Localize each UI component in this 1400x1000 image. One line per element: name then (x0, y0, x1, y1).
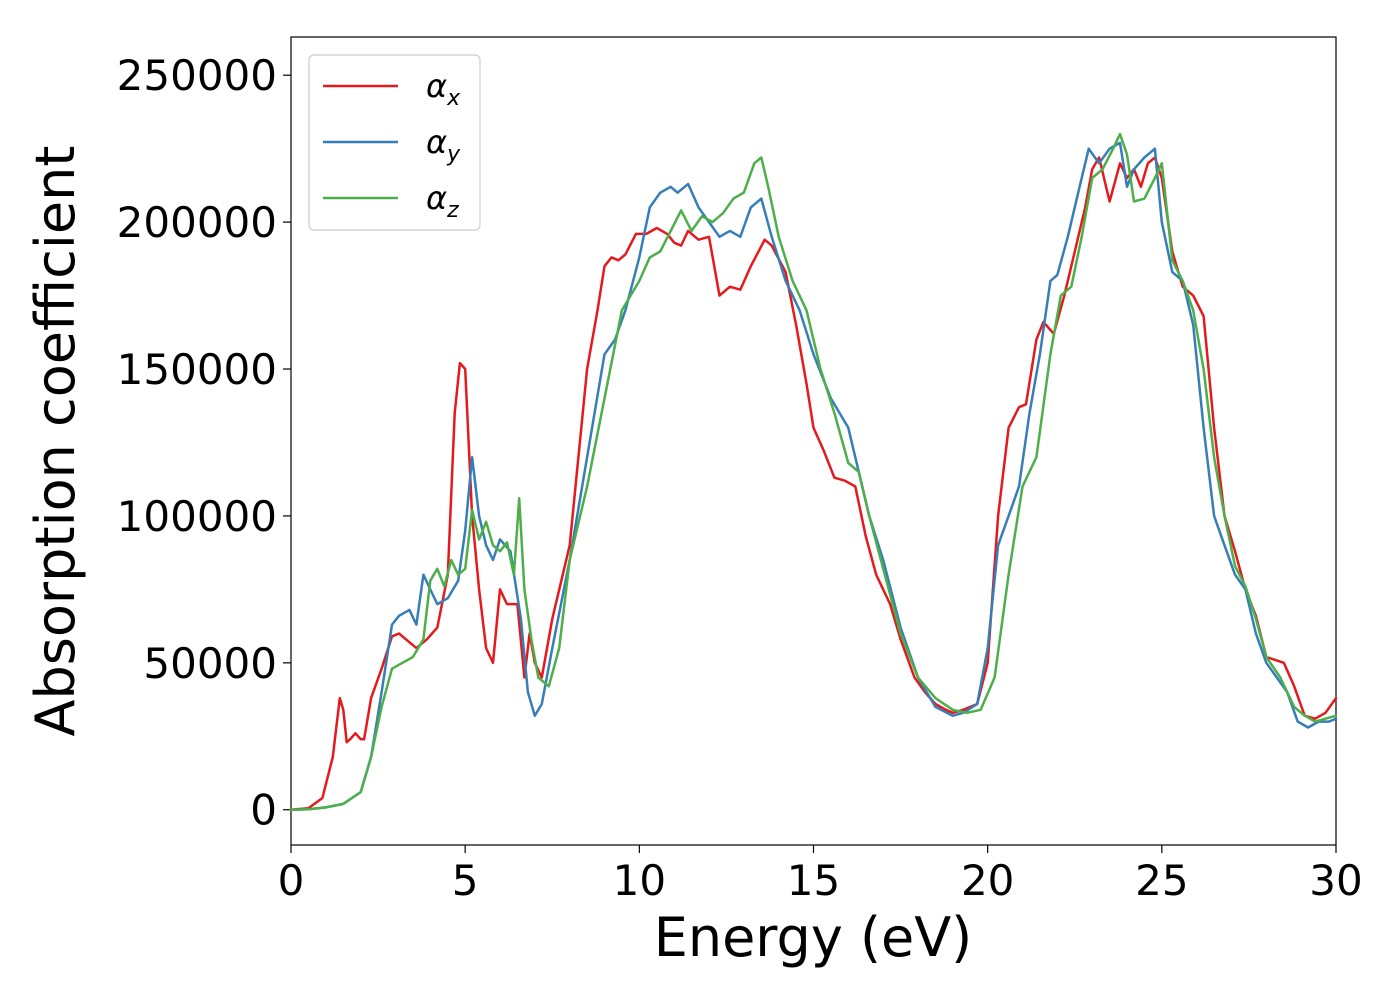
legend-subscript: z (446, 198, 459, 223)
series-lines (289, 132, 1338, 811)
legend-symbol: α (426, 179, 447, 217)
y-tick-label: 250000 (117, 51, 277, 100)
y-tick-label: 100000 (117, 492, 277, 541)
x-tick-label: 25 (1135, 856, 1188, 905)
y-tick-label: 0 (250, 786, 277, 835)
y-axis-title: Absorption coefficient (24, 146, 87, 737)
legend-label-y: αy (426, 123, 461, 167)
x-tick-label: 15 (787, 856, 840, 905)
y-tick-label: 200000 (117, 198, 277, 247)
x-axis-ticks: 0 5 10 15 20 25 30 (278, 845, 1363, 905)
x-tick-label: 0 (278, 856, 305, 905)
series-line-z (289, 132, 1338, 811)
legend-label-x: αx (426, 67, 461, 111)
x-axis-title: Energy (eV) (654, 906, 973, 969)
x-tick-label: 10 (613, 856, 666, 905)
legend-symbol: α (426, 67, 447, 105)
series-line-y (289, 141, 1338, 811)
legend-label-z: αz (426, 179, 459, 223)
x-tick-label: 20 (961, 856, 1014, 905)
y-tick-label: 50000 (143, 639, 277, 688)
legend-subscript: y (446, 142, 461, 167)
y-axis-ticks: 0 50000 100000 150000 200000 250000 (117, 51, 291, 835)
legend-subscript: x (446, 86, 461, 111)
x-tick-label: 30 (1309, 856, 1362, 905)
series-line-x (289, 156, 1338, 811)
x-tick-label: 5 (452, 856, 479, 905)
legend-symbol: α (426, 123, 447, 161)
y-tick-label: 150000 (117, 345, 277, 394)
